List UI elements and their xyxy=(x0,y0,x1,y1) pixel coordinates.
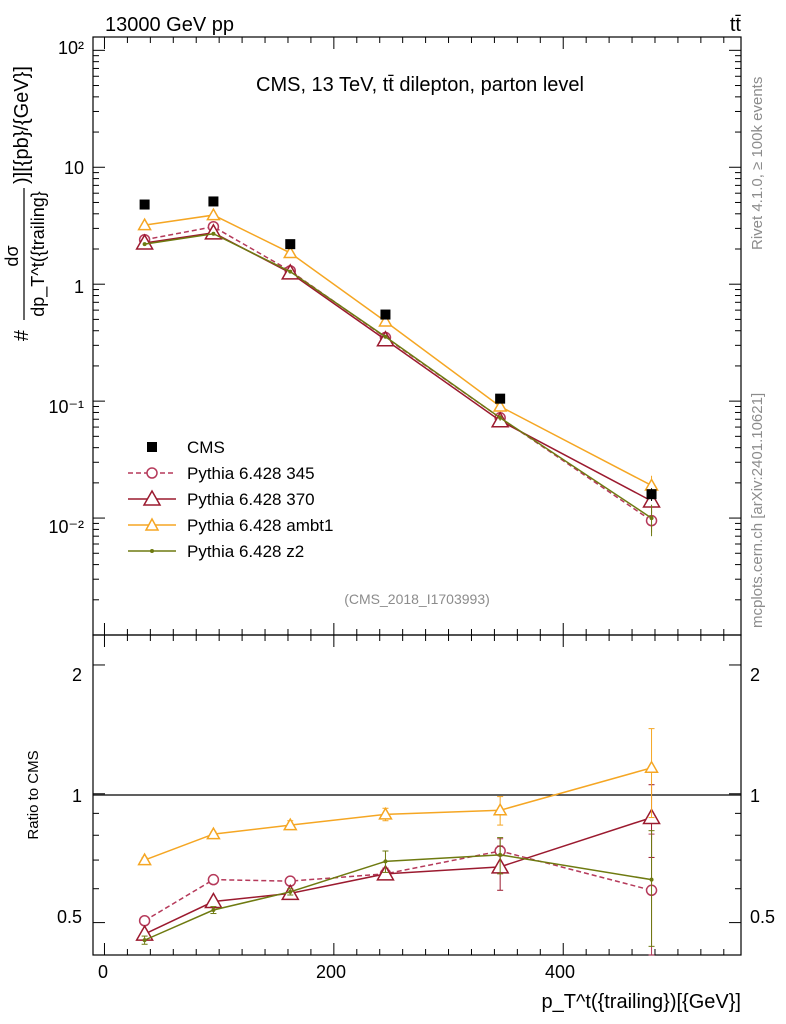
main-ylabel: # dσ dp_T^t({trailing} )][{pb}/{GeV}] xyxy=(2,66,49,341)
ratio-ytick-label-right: 2 xyxy=(750,665,760,685)
main-ytick-label: 10⁻¹ xyxy=(48,397,84,417)
legend-marker xyxy=(144,517,160,531)
series-pythia-6-428-345 xyxy=(138,220,658,533)
data-point xyxy=(649,877,654,882)
ratio-line xyxy=(144,767,652,861)
xtick-labels: 0 200 400 xyxy=(98,962,575,982)
ratio-ylabel: Ratio to CMS xyxy=(25,750,42,839)
main-ytick-label: 10⁻² xyxy=(48,517,84,537)
main-ytick-label: 10² xyxy=(58,38,84,58)
ylabel-numerator: dσ xyxy=(2,245,22,266)
main-ytick-label: 10 xyxy=(64,158,84,178)
data-point xyxy=(492,398,508,412)
data-point xyxy=(285,239,296,250)
legend-entry-ambt1: Pythia 6.428 ambt1 xyxy=(128,516,333,535)
legend-entry-cms: CMS xyxy=(147,438,225,457)
series-line xyxy=(144,232,652,519)
data-point xyxy=(206,826,221,840)
data-point xyxy=(282,245,298,259)
ratio-ytick-label-left: 0.5 xyxy=(57,907,82,927)
x-axis-label: p_T^t({trailing})[{GeV}] xyxy=(542,991,742,1013)
legend-label: Pythia 6.428 ambt1 xyxy=(187,516,333,535)
legend-entry-345: Pythia 6.428 345 xyxy=(128,464,315,483)
main-title: CMS, 13 TeV, tt̄ dilepton, parton level xyxy=(256,74,584,96)
data-point xyxy=(139,199,150,210)
legend-entry-370: Pythia 6.428 370 xyxy=(128,489,315,509)
ratio-series xyxy=(135,728,661,956)
main-ytick-labels: 10⁻² 10⁻¹ 1 10 10² xyxy=(48,38,84,537)
ratio-line xyxy=(144,854,652,941)
legend-label: Pythia 6.428 z2 xyxy=(187,542,304,561)
ratio-ytick-labels: 0.5 1 2 0.5 1 2 xyxy=(57,665,775,927)
data-point xyxy=(137,852,152,866)
header-left: 13000 GeV pp xyxy=(105,14,234,36)
legend-entry-z2: Pythia 6.428 z2 xyxy=(128,542,304,561)
data-point xyxy=(288,269,293,274)
ratio-series-pythia-6-428-ambt1 xyxy=(137,728,659,866)
analysis-tag: (CMS_2018_I1703993) xyxy=(344,591,490,607)
main-series xyxy=(135,196,661,537)
ratio-ytick-label-right: 1 xyxy=(750,786,760,806)
legend-marker xyxy=(146,467,158,479)
legend-label: Pythia 6.428 370 xyxy=(187,490,315,509)
data-point xyxy=(646,489,657,500)
data-point xyxy=(208,196,219,207)
data-point xyxy=(206,207,221,221)
source-label: mcplots.cern.ch [arXiv:2401.10621] xyxy=(749,393,766,628)
legend-marker xyxy=(142,489,162,506)
ylabel-denominator: dp_T^t({trailing} xyxy=(28,191,49,317)
xtick-label: 0 xyxy=(98,962,108,982)
ylabel-tail: )][{pb}/{GeV}] xyxy=(11,66,33,184)
legend-marker xyxy=(150,549,154,553)
data-point xyxy=(211,231,216,236)
ratio-ticks xyxy=(93,635,741,955)
ratio-ytick-label-right: 0.5 xyxy=(750,907,775,927)
ratio-series-pythia-6-428-z2 xyxy=(141,830,655,947)
legend: CMS Pythia 6.428 345 Pythia 6.428 370 Py… xyxy=(128,438,333,561)
data-point xyxy=(142,938,147,943)
xtick-label: 400 xyxy=(545,962,575,982)
series-pythia-6-428-z2 xyxy=(142,231,654,537)
data-point xyxy=(282,817,298,831)
series-line xyxy=(144,232,652,502)
data-point xyxy=(137,217,152,231)
header-right: tt̄ xyxy=(730,14,742,36)
data-point xyxy=(138,914,151,927)
data-point xyxy=(649,516,654,521)
main-ticks xyxy=(93,37,741,636)
ratio-series-pythia-6-428-370 xyxy=(135,784,661,941)
rivet-label: Rivet 4.1.0, ≥ 100k events xyxy=(749,77,766,250)
data-point xyxy=(378,806,393,820)
data-point xyxy=(142,242,147,247)
data-point xyxy=(383,334,388,339)
legend-label: CMS xyxy=(187,438,225,457)
data-point xyxy=(492,802,508,816)
series-line xyxy=(144,214,652,487)
data-point xyxy=(135,233,154,250)
data-point xyxy=(207,873,220,886)
legend-label: Pythia 6.428 345 xyxy=(187,464,315,483)
ratio-line xyxy=(144,816,652,935)
ratio-line xyxy=(144,850,652,922)
data-point xyxy=(498,852,503,857)
data-point xyxy=(383,859,388,864)
main-ytick-label: 1 xyxy=(74,277,84,297)
data-point xyxy=(211,908,216,913)
ylabel-hash: # xyxy=(11,329,33,341)
data-point xyxy=(495,393,506,404)
data-point xyxy=(498,415,503,420)
ratio-series-pythia-6-428-345 xyxy=(138,833,658,956)
data-point xyxy=(288,889,293,894)
data-point xyxy=(380,309,391,320)
legend-marker xyxy=(147,442,157,452)
data-point xyxy=(378,313,393,327)
data-point xyxy=(644,760,659,774)
ratio-ytick-label-left: 2 xyxy=(72,665,82,685)
series-pythia-6-428-ambt1 xyxy=(137,207,659,498)
ratio-ytick-label-left: 1 xyxy=(72,786,82,806)
xtick-label: 200 xyxy=(316,962,346,982)
series-cms xyxy=(139,196,657,501)
